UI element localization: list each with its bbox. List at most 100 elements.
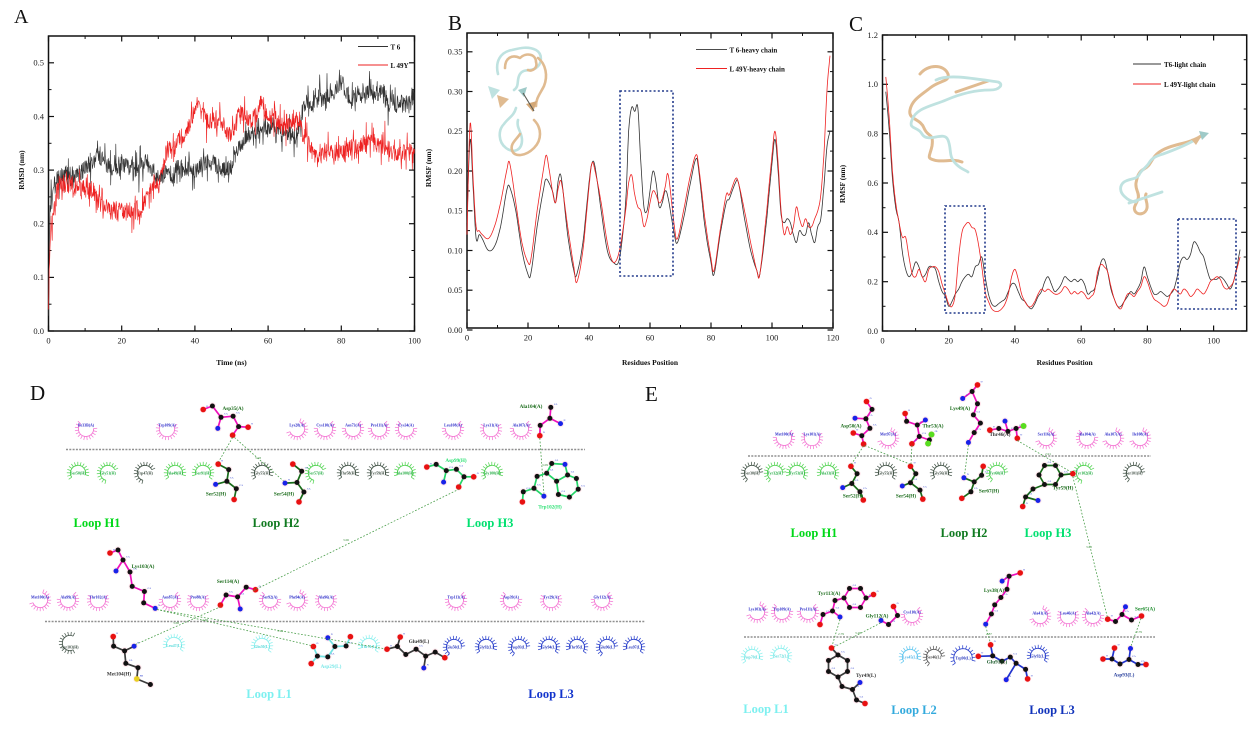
svg-text:Ser72(L): Ser72(L) xyxy=(774,655,789,659)
svg-text:Loop L3: Loop L3 xyxy=(528,687,574,701)
svg-text:0.0: 0.0 xyxy=(867,326,878,336)
svg-text:Thr51(L): Thr51(L) xyxy=(361,645,377,649)
svg-text:Loop H1: Loop H1 xyxy=(791,526,838,540)
svg-text:3.18: 3.18 xyxy=(277,629,283,633)
svg-text:O: O xyxy=(1118,643,1120,646)
svg-text:N: N xyxy=(137,642,139,645)
svg-text:3.09: 3.09 xyxy=(542,463,548,467)
svg-text:2.79: 2.79 xyxy=(838,632,844,636)
svg-text:CA: CA xyxy=(832,667,836,670)
svg-text:0.3: 0.3 xyxy=(33,165,44,175)
svg-text:CA: CA xyxy=(1013,653,1017,656)
svg-text:Tyr59(H): Tyr59(H) xyxy=(1053,485,1074,492)
svg-text:CA: CA xyxy=(1004,593,1008,596)
svg-text:CA: CA xyxy=(1029,492,1033,495)
svg-text:Ser30(H): Ser30(H) xyxy=(744,472,760,476)
svg-text:Ala41(A): Ala41(A) xyxy=(1032,612,1048,616)
svg-text:N: N xyxy=(427,663,429,666)
svg-text:O: O xyxy=(206,405,208,408)
svg-text:Ala100(H): Ala100(H) xyxy=(396,472,414,476)
svg-text:Ile33B(A): Ile33B(A) xyxy=(78,424,95,428)
svg-text:E: E xyxy=(645,382,658,406)
svg-text:Met104(H): Met104(H) xyxy=(107,671,131,678)
svg-text:Leu97(L): Leu97(L) xyxy=(626,646,642,650)
svg-text:Thr95(L): Thr95(L) xyxy=(569,646,585,650)
svg-text:0: 0 xyxy=(46,336,50,346)
svg-text:N: N xyxy=(1009,675,1011,678)
svg-text:Tyr49(L): Tyr49(L) xyxy=(856,672,876,679)
svg-text:B: B xyxy=(448,11,462,35)
svg-text:CA: CA xyxy=(856,685,860,688)
svg-text:60: 60 xyxy=(1077,336,1086,346)
svg-text:Ser91(H): Ser91(H) xyxy=(195,472,211,476)
svg-text:CA: CA xyxy=(554,403,558,406)
svg-text:O: O xyxy=(854,462,856,465)
svg-text:Ser65(A): Ser65(A) xyxy=(1135,606,1155,613)
svg-text:CA: CA xyxy=(460,465,464,468)
svg-text:CA: CA xyxy=(914,478,918,481)
svg-text:T 6-heavy chain: T 6-heavy chain xyxy=(730,46,778,54)
svg-text:0.05: 0.05 xyxy=(448,285,463,295)
svg-text:Loop L3: Loop L3 xyxy=(1029,703,1075,717)
svg-text:0.8: 0.8 xyxy=(867,129,878,139)
svg-text:CA: CA xyxy=(239,484,243,487)
svg-text:Lys103(A): Lys103(A) xyxy=(748,608,766,612)
svg-text:80: 80 xyxy=(707,333,716,343)
svg-text:Loop H2: Loop H2 xyxy=(253,516,300,530)
svg-text:Leu47(L): Leu47(L) xyxy=(166,644,182,648)
svg-text:0.2: 0.2 xyxy=(33,219,44,229)
svg-text:Tyr113(A): Tyr113(A) xyxy=(818,590,841,597)
svg-text:CA: CA xyxy=(307,487,311,490)
svg-text:Tyr32(H): Tyr32(H) xyxy=(767,472,783,476)
svg-text:Ser67(H): Ser67(H) xyxy=(979,488,999,495)
svg-text:Tyr102(H): Tyr102(H) xyxy=(1075,472,1093,476)
svg-text:100: 100 xyxy=(408,336,421,346)
svg-text:Gly92(L): Gly92(L) xyxy=(478,646,494,650)
svg-text:Leu46(A): Leu46(A) xyxy=(1060,612,1076,616)
svg-text:N: N xyxy=(288,479,290,482)
svg-text:CA: CA xyxy=(1132,655,1136,658)
svg-text:0.10: 0.10 xyxy=(448,245,463,255)
svg-text:Met97(A): Met97(A) xyxy=(880,433,897,437)
svg-text:O: O xyxy=(908,409,910,412)
svg-text:CA: CA xyxy=(855,479,859,482)
svg-text:O: O xyxy=(981,652,983,655)
svg-text:Tyr29(A): Tyr29(A) xyxy=(543,596,559,600)
svg-text:Loop L1: Loop L1 xyxy=(246,687,292,701)
svg-text:CA: CA xyxy=(841,650,845,653)
svg-text:CA: CA xyxy=(133,567,137,570)
svg-text:L 49Y-heavy chain: L 49Y-heavy chain xyxy=(730,65,785,73)
svg-text:D: D xyxy=(30,381,45,405)
svg-text:O: O xyxy=(1076,469,1078,472)
svg-text:CA: CA xyxy=(1048,480,1052,483)
svg-text:CA: CA xyxy=(449,466,453,469)
svg-text:CA: CA xyxy=(853,584,857,587)
svg-text:CA: CA xyxy=(869,414,873,417)
svg-text:O: O xyxy=(221,460,223,463)
svg-text:Ser57(H): Ser57(H) xyxy=(308,472,324,476)
svg-text:Ala107(A): Ala107(A) xyxy=(1104,433,1122,437)
svg-text:Ala96(A): Ala96(A) xyxy=(318,596,334,600)
svg-text:Gly51(H): Gly51(H) xyxy=(100,472,116,476)
svg-text:0.6: 0.6 xyxy=(867,178,878,188)
svg-text:Gly112(A): Gly112(A) xyxy=(866,613,889,620)
svg-text:O: O xyxy=(981,380,983,383)
svg-text:CA: CA xyxy=(853,603,857,606)
svg-text:0.15: 0.15 xyxy=(448,206,463,216)
svg-text:Lys49(A): Lys49(A) xyxy=(950,405,970,412)
svg-text:3.18: 3.18 xyxy=(255,456,261,460)
svg-text:0.1: 0.1 xyxy=(33,272,44,282)
svg-text:3.06: 3.06 xyxy=(343,538,349,542)
svg-text:N: N xyxy=(1005,577,1007,580)
svg-text:2.91: 2.91 xyxy=(1045,452,1051,456)
svg-text:Loop H3: Loop H3 xyxy=(1025,526,1072,540)
svg-text:CA: CA xyxy=(1141,660,1145,663)
svg-text:2.79: 2.79 xyxy=(1136,630,1142,634)
svg-text:Residues Position: Residues Position xyxy=(622,358,679,367)
svg-text:O: O xyxy=(430,462,432,465)
svg-text:CA: CA xyxy=(236,412,240,415)
svg-text:CA: CA xyxy=(331,652,335,655)
svg-text:T6-light chain: T6-light chain xyxy=(1164,61,1206,69)
svg-text:0.30: 0.30 xyxy=(448,86,463,96)
svg-text:N: N xyxy=(966,394,968,397)
